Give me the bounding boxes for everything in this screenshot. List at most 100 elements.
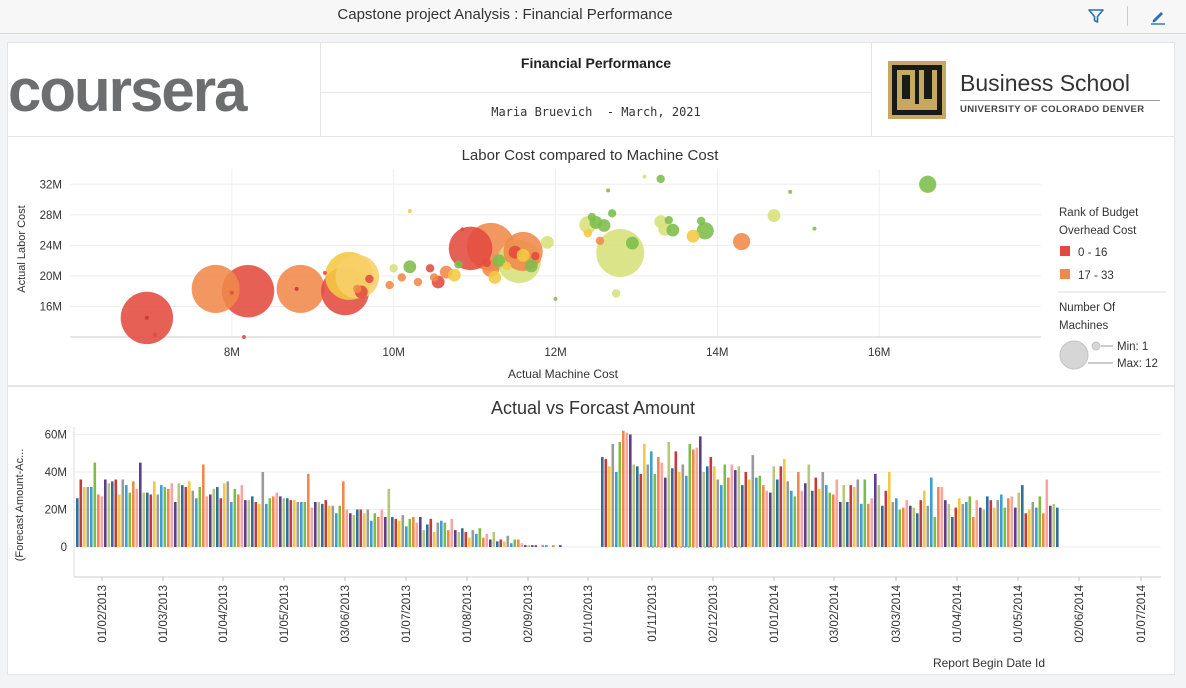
bar <box>744 472 748 547</box>
bubble-point <box>294 286 299 291</box>
bar <box>499 539 503 547</box>
bar <box>104 479 107 547</box>
bar <box>636 466 639 547</box>
bar <box>349 513 352 547</box>
bubble-point <box>460 227 465 232</box>
bar <box>433 532 436 547</box>
bubble-point <box>365 274 374 284</box>
page-subtitle: Maria Bruevich - March, 2021 <box>491 105 701 119</box>
bar <box>828 492 832 547</box>
bar-x-tick: 01/03/2013 <box>158 585 170 643</box>
legend-color-title-2: Overhead Cost <box>1059 225 1137 237</box>
business-school-label: Business School <box>960 70 1131 96</box>
bar-x-tick: 01/01/2014 <box>769 584 781 642</box>
bar <box>244 500 247 547</box>
bar <box>401 515 405 547</box>
bubble-y-tick: 16M <box>40 301 62 313</box>
bar <box>146 492 149 547</box>
bar <box>251 496 254 547</box>
bar <box>1038 496 1042 547</box>
bar <box>300 502 303 547</box>
bar <box>380 509 384 547</box>
bar <box>517 539 520 547</box>
bubble-point <box>696 216 706 226</box>
bar <box>895 498 898 547</box>
bar <box>307 473 310 547</box>
bar <box>986 496 989 547</box>
bubble-point <box>447 268 461 282</box>
bar-x-axis-label: Report Begin Date Id <box>933 656 1045 670</box>
edit-icon[interactable] <box>1149 7 1167 25</box>
bubble-point <box>686 229 700 243</box>
bubble-point <box>413 277 423 287</box>
bar <box>902 507 905 547</box>
bar <box>83 487 86 547</box>
bar <box>783 458 786 547</box>
bar <box>912 507 916 547</box>
bar <box>100 496 104 547</box>
bar <box>765 490 769 547</box>
bar <box>807 464 811 547</box>
bubble-x-tick: 12M <box>544 347 566 359</box>
bar <box>716 479 720 547</box>
bar <box>737 466 741 547</box>
bar <box>328 505 331 547</box>
bar <box>279 496 282 547</box>
bubble-point <box>656 174 665 184</box>
header-left-card: coursera <box>7 42 321 137</box>
legend-color-title-1: Rank of Budget <box>1059 207 1139 219</box>
bubble-point <box>322 270 327 275</box>
bubble-point <box>553 296 558 301</box>
bubble-y-tick: 28M <box>40 210 62 222</box>
bar <box>170 483 174 547</box>
bar <box>202 464 205 547</box>
bubble-y-tick: 20M <box>40 271 62 283</box>
bar <box>541 545 545 547</box>
legend-size-max-circle <box>1059 340 1089 370</box>
bar <box>657 457 660 547</box>
bar <box>457 532 461 547</box>
bar <box>485 533 489 547</box>
bar <box>282 498 286 547</box>
bar <box>384 517 387 547</box>
bubble-point <box>611 289 621 298</box>
bar <box>751 455 755 547</box>
bar <box>321 503 324 547</box>
bar <box>947 503 951 547</box>
bubble-point <box>767 209 781 222</box>
bar-chart: Actual vs Forcast Amount 0 20M 40M 60M 01/0… <box>14 398 1161 670</box>
bar <box>454 530 457 547</box>
bar <box>226 481 230 547</box>
bar <box>681 464 685 547</box>
bar-y-tick: 0 <box>61 542 67 554</box>
toolbar-title: Capstone project Analysis : Financial Pe… <box>337 6 673 23</box>
bar <box>1017 492 1021 547</box>
bar <box>310 507 314 547</box>
bar <box>1045 479 1049 547</box>
bar <box>814 477 818 547</box>
bar-x-tick: 02/12/2013 <box>708 585 720 643</box>
bar-x-tick: 03/06/2013 <box>340 585 352 643</box>
bubble-chart-card: Labor Cost compared to Machine Cost 8M 10… <box>7 136 1175 386</box>
bar <box>510 543 513 547</box>
bar <box>1021 485 1024 547</box>
legend-size-title-1: Number Of <box>1059 302 1116 314</box>
bar-y-tick: 20M <box>45 505 67 517</box>
bar <box>664 477 667 547</box>
bar <box>762 485 765 547</box>
bar <box>741 485 744 547</box>
bar-x-tick: 03/03/2014 <box>891 584 903 642</box>
bar <box>450 518 454 547</box>
bar <box>342 481 345 547</box>
bar <box>632 464 636 547</box>
legend-swatch-0-16 <box>1060 246 1070 256</box>
bar <box>114 479 118 547</box>
bar <box>877 485 881 547</box>
bar <box>489 539 492 547</box>
bar <box>118 494 121 547</box>
bar-chart-title: Actual vs Forcast Amount <box>491 398 695 418</box>
bar <box>1003 507 1007 547</box>
filter-icon[interactable] <box>1087 7 1105 25</box>
bar <box>419 517 422 547</box>
bar <box>261 472 265 547</box>
